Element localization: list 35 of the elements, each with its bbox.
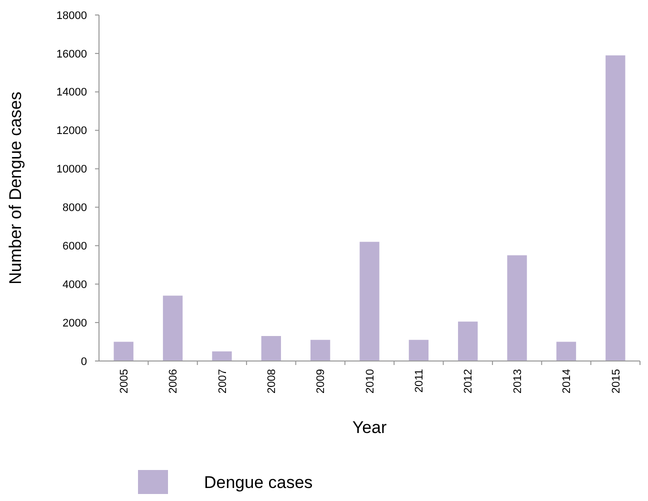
bar: [114, 342, 134, 361]
bar: [507, 255, 527, 361]
x-tick-label: 2011: [414, 369, 426, 393]
y-tick-label: 12000: [56, 125, 87, 138]
legend-label: Dengue cases: [204, 472, 313, 492]
x-tick-label: 2008: [266, 369, 278, 394]
y-tick-label: 18000: [56, 10, 87, 22]
x-axis-title: Year: [352, 418, 388, 437]
x-tick-label: 2007: [216, 369, 229, 394]
y-tick-label: 8000: [62, 202, 87, 214]
y-tick-label: 16000: [56, 48, 87, 60]
x-tick-label: 2009: [315, 369, 328, 394]
bar: [310, 340, 330, 361]
y-tick-label: 4000: [62, 278, 87, 291]
y-tick-label: 10000: [56, 164, 87, 176]
bar: [360, 242, 380, 361]
y-tick-label: 14000: [56, 86, 87, 99]
x-tick-label: 2012: [462, 369, 475, 394]
y-axis-title: Number of Dengue cases: [6, 92, 25, 284]
x-tick-label: 2010: [364, 369, 376, 394]
x-tick-label: 2015: [610, 369, 622, 394]
y-tick-label: 2000: [62, 317, 87, 330]
y-tick-label: 0: [80, 356, 87, 368]
bar: [556, 342, 576, 361]
bar: [606, 55, 626, 361]
bar: [261, 336, 281, 361]
bar: [162, 296, 183, 361]
y-tick-label: 6000: [62, 240, 87, 253]
bar: [458, 322, 478, 361]
x-tick-label: 2014: [561, 369, 574, 394]
bar: [408, 340, 429, 361]
bar: [212, 351, 232, 361]
x-tick-label: 2006: [168, 369, 180, 394]
x-tick-label: 2013: [512, 369, 524, 394]
x-tick-label: 2005: [118, 369, 130, 394]
